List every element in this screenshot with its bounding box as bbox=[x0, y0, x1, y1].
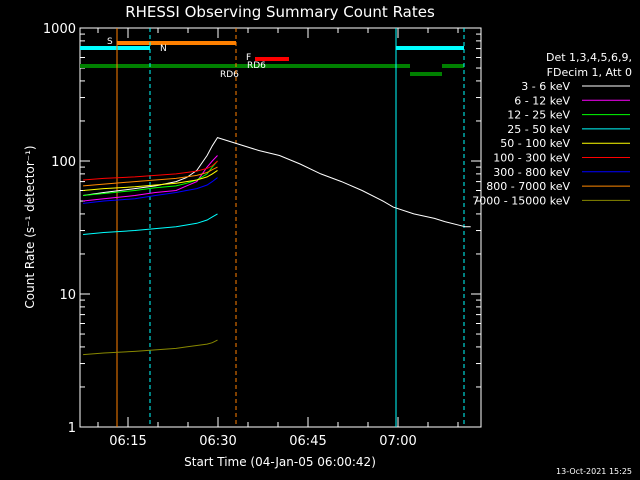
series-line bbox=[83, 177, 218, 204]
legend: Det 1,3,4,5,6,9, FDecim 1, Att 0 3 - 6 k… bbox=[472, 51, 632, 207]
x-tick-label: 06:15 bbox=[109, 434, 146, 449]
legend-label: 800 - 7000 keV bbox=[486, 180, 570, 193]
y-tick-label: 1 bbox=[68, 421, 76, 436]
y-tick-label: 1000 bbox=[43, 22, 76, 37]
series-line bbox=[83, 166, 218, 187]
state-marker-label: S bbox=[107, 37, 113, 47]
legend-label: 7000 - 15000 keV bbox=[472, 194, 570, 207]
series-line bbox=[83, 155, 218, 202]
x-axis-label: Start Time (04-Jan-05 06:00:42) bbox=[184, 455, 376, 469]
y-axis-label: Count Rate (s⁻¹ detector⁻¹) bbox=[23, 145, 37, 308]
chart-title: RHESSI Observing Summary Count Rates bbox=[125, 3, 435, 21]
x-axis-ticks: 06:15 06:30 06:45 07:00 bbox=[97, 28, 459, 449]
plot-frame bbox=[79, 27, 482, 428]
y-axis-ticks: 1 10 100 1000 bbox=[43, 22, 481, 436]
state-marker-label: RD6 bbox=[220, 70, 239, 80]
series-line bbox=[83, 169, 218, 191]
state-marker-label: N bbox=[160, 44, 167, 54]
legend-header-line-2: FDecim 1, Att 0 bbox=[547, 66, 632, 79]
series-line bbox=[83, 160, 218, 196]
state-marker-label: RD6 bbox=[247, 61, 266, 71]
x-tick-label: 06:45 bbox=[289, 434, 326, 449]
state-marker-label: F bbox=[246, 53, 251, 63]
generation-timestamp: 13-Oct-2021 15:25 bbox=[556, 467, 632, 476]
series-line bbox=[83, 160, 218, 181]
legend-label: 3 - 6 keV bbox=[521, 80, 570, 93]
legend-label: 50 - 100 keV bbox=[500, 137, 570, 150]
legend-label: 25 - 50 keV bbox=[507, 123, 570, 136]
x-tick-label: 06:30 bbox=[199, 434, 236, 449]
legend-label: 300 - 800 keV bbox=[493, 166, 570, 179]
series-line bbox=[83, 137, 471, 228]
series-line bbox=[83, 339, 218, 356]
legend-label: 6 - 12 keV bbox=[514, 94, 570, 107]
y-tick-label: 10 bbox=[59, 288, 76, 303]
legend-label: 12 - 25 keV bbox=[507, 109, 570, 122]
legend-header-line-1: Det 1,3,4,5,6,9, bbox=[546, 51, 632, 64]
y-tick-label: 100 bbox=[51, 155, 76, 170]
legend-label: 100 - 300 keV bbox=[493, 152, 570, 165]
series-line bbox=[83, 213, 218, 235]
series-layer bbox=[83, 137, 471, 356]
x-tick-label: 07:00 bbox=[379, 434, 416, 449]
